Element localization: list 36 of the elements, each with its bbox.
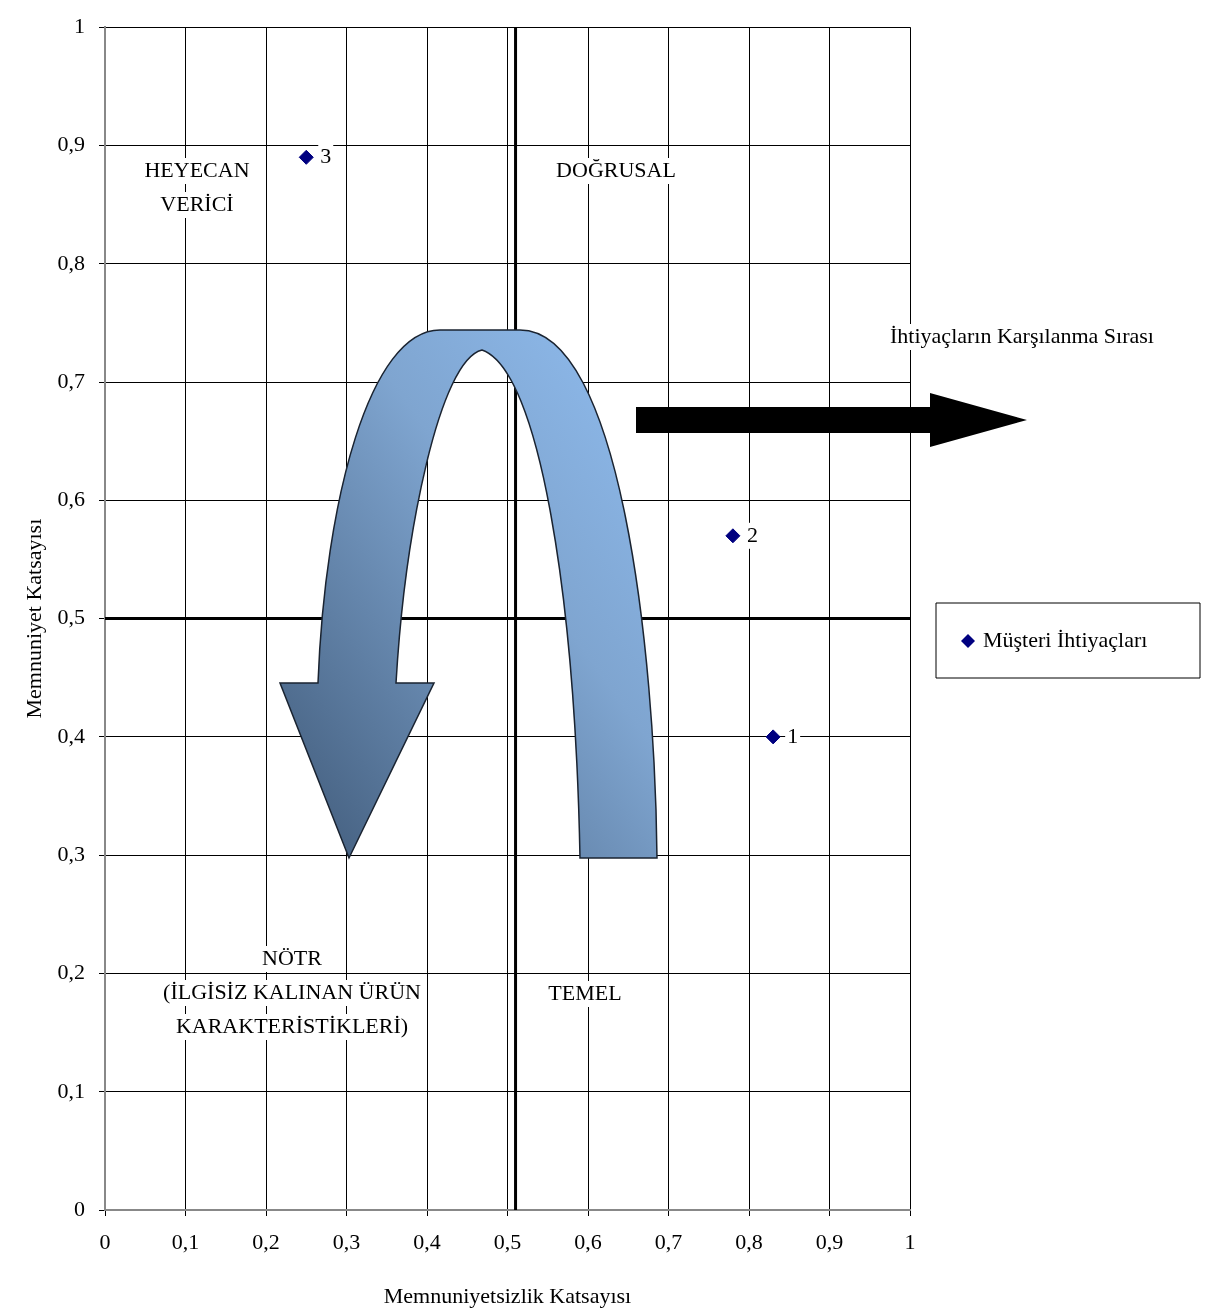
y-tick-label: 0,7 (57, 367, 85, 393)
y-tick-label: 0,3 (57, 840, 85, 866)
annotation: NÖTR (İLGİSİZ KALINAN ÜRÜN KARAKTERİSTİKLERİ) (163, 944, 422, 1038)
x-tick-label: 1 (904, 1228, 916, 1254)
x-tick-label: 0,3 (332, 1228, 361, 1254)
y-tick-label: 0,9 (57, 131, 85, 157)
point (765, 729, 781, 745)
y-tick-label: 0,2 (57, 959, 85, 985)
x-tick-label: 0,9 (815, 1228, 844, 1254)
x-tick-label: 0,8 (735, 1228, 763, 1254)
y-tick-label: 0,5 (57, 604, 85, 630)
y-tick-label: 1 (74, 12, 85, 38)
annotation: HEYECAN VERİCİ (144, 156, 250, 216)
annotation: İhtiyaçların Karşılanma Sırası (890, 322, 1154, 348)
annotation: 1 (787, 722, 799, 748)
y-tick-label: 0,8 (57, 249, 85, 275)
x-tick-label: 0,7 (654, 1228, 683, 1254)
point (725, 528, 741, 544)
point (298, 149, 314, 165)
x-tick-label: 0,4 (413, 1228, 441, 1254)
x-tick-label: 0,5 (493, 1228, 522, 1254)
annotation: DOĞRUSAL (556, 156, 676, 182)
x-tick-label: 0 (99, 1228, 111, 1254)
y-tick-label: 0,6 (57, 486, 85, 512)
y-axis-title: Memnuniyet Katsayısı (20, 518, 46, 719)
y-tick-label: 0,1 (57, 1077, 85, 1103)
y-tick-label: 0,4 (57, 722, 85, 748)
annotation: TEMEL (548, 979, 622, 1005)
annotation: 3 (320, 143, 332, 169)
x-tick-label: 0,6 (574, 1228, 602, 1254)
annotation: 2 (746, 521, 758, 547)
x-tick-label: 0,1 (171, 1228, 200, 1254)
x-tick-label: 0,2 (252, 1228, 280, 1254)
x-axis-title: Memnuniyetsizlik Katsayısı (383, 1282, 632, 1308)
legend-label: Müşteri İhtiyaçları (983, 626, 1148, 652)
y-tick-label: 0 (74, 1195, 85, 1221)
